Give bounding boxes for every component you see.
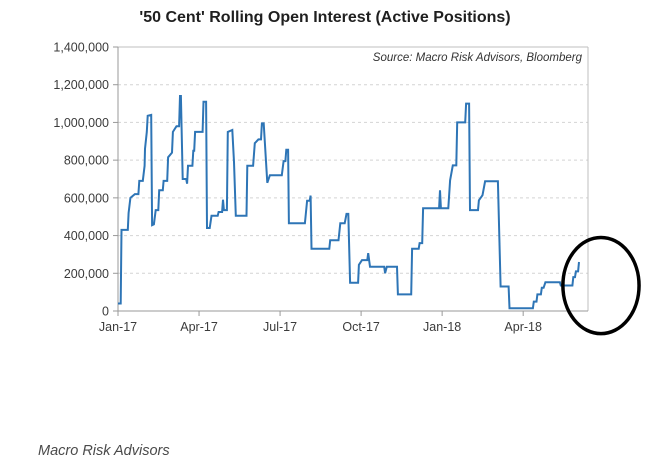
figure-caption: Macro Risk Advisors [38, 443, 170, 459]
x-axis-label: Jul-17 [263, 320, 297, 334]
x-axis-label: Jan-17 [99, 320, 137, 334]
x-axis-label: Jan-18 [423, 320, 461, 334]
x-axis-label: Apr-17 [180, 320, 218, 334]
y-axis-label: 0 [102, 305, 109, 319]
y-axis-label: 400,000 [64, 229, 109, 243]
y-axis-label: 800,000 [64, 154, 109, 168]
y-axis-label: 1,200,000 [53, 78, 109, 92]
y-axis-label: 1,400,000 [53, 41, 109, 55]
x-axis-label: Apr-18 [504, 320, 542, 334]
highlight-ellipse [561, 235, 641, 336]
y-axis-label: 600,000 [64, 191, 109, 205]
chart-canvas: 0 200,000 400,000 600,000 800,000 1,000,000 1,… [53, 41, 641, 336]
chart-title: '50 Cent' Rolling Open Interest (Active … [139, 9, 511, 26]
x-axis-label: Oct-17 [342, 320, 380, 334]
series-line [118, 95, 580, 310]
y-axis-label: 1,000,000 [53, 116, 109, 130]
source-note: Source: Macro Risk Advisors, Bloomberg [372, 52, 582, 64]
y-axis-label: 200,000 [64, 267, 109, 281]
